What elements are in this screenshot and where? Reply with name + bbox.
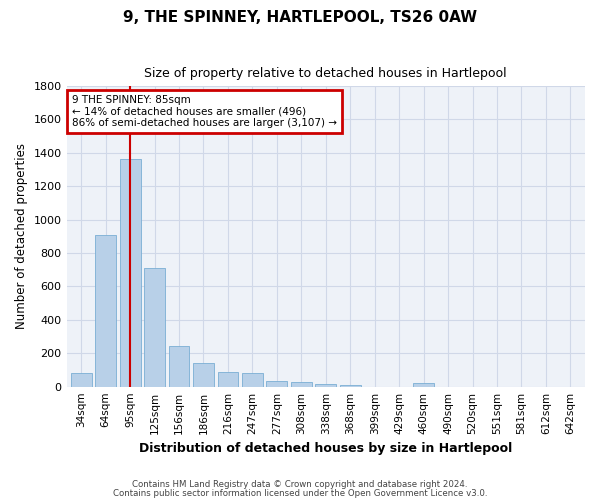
X-axis label: Distribution of detached houses by size in Hartlepool: Distribution of detached houses by size … <box>139 442 512 455</box>
Bar <box>413 384 434 386</box>
Bar <box>340 385 361 386</box>
Text: 9, THE SPINNEY, HARTLEPOOL, TS26 0AW: 9, THE SPINNEY, HARTLEPOOL, TS26 0AW <box>123 10 477 25</box>
Title: Size of property relative to detached houses in Hartlepool: Size of property relative to detached ho… <box>145 68 507 80</box>
Bar <box>71 374 92 386</box>
Y-axis label: Number of detached properties: Number of detached properties <box>15 144 28 330</box>
Bar <box>218 372 238 386</box>
Bar <box>144 268 165 386</box>
Text: Contains HM Land Registry data © Crown copyright and database right 2024.: Contains HM Land Registry data © Crown c… <box>132 480 468 489</box>
Text: 9 THE SPINNEY: 85sqm
← 14% of detached houses are smaller (496)
86% of semi-deta: 9 THE SPINNEY: 85sqm ← 14% of detached h… <box>72 95 337 128</box>
Bar <box>242 374 263 386</box>
Bar <box>169 346 190 387</box>
Bar <box>291 382 312 386</box>
Bar <box>266 381 287 386</box>
Bar <box>316 384 336 386</box>
Bar <box>120 160 140 386</box>
Text: Contains public sector information licensed under the Open Government Licence v3: Contains public sector information licen… <box>113 489 487 498</box>
Bar <box>95 234 116 386</box>
Bar <box>193 364 214 386</box>
